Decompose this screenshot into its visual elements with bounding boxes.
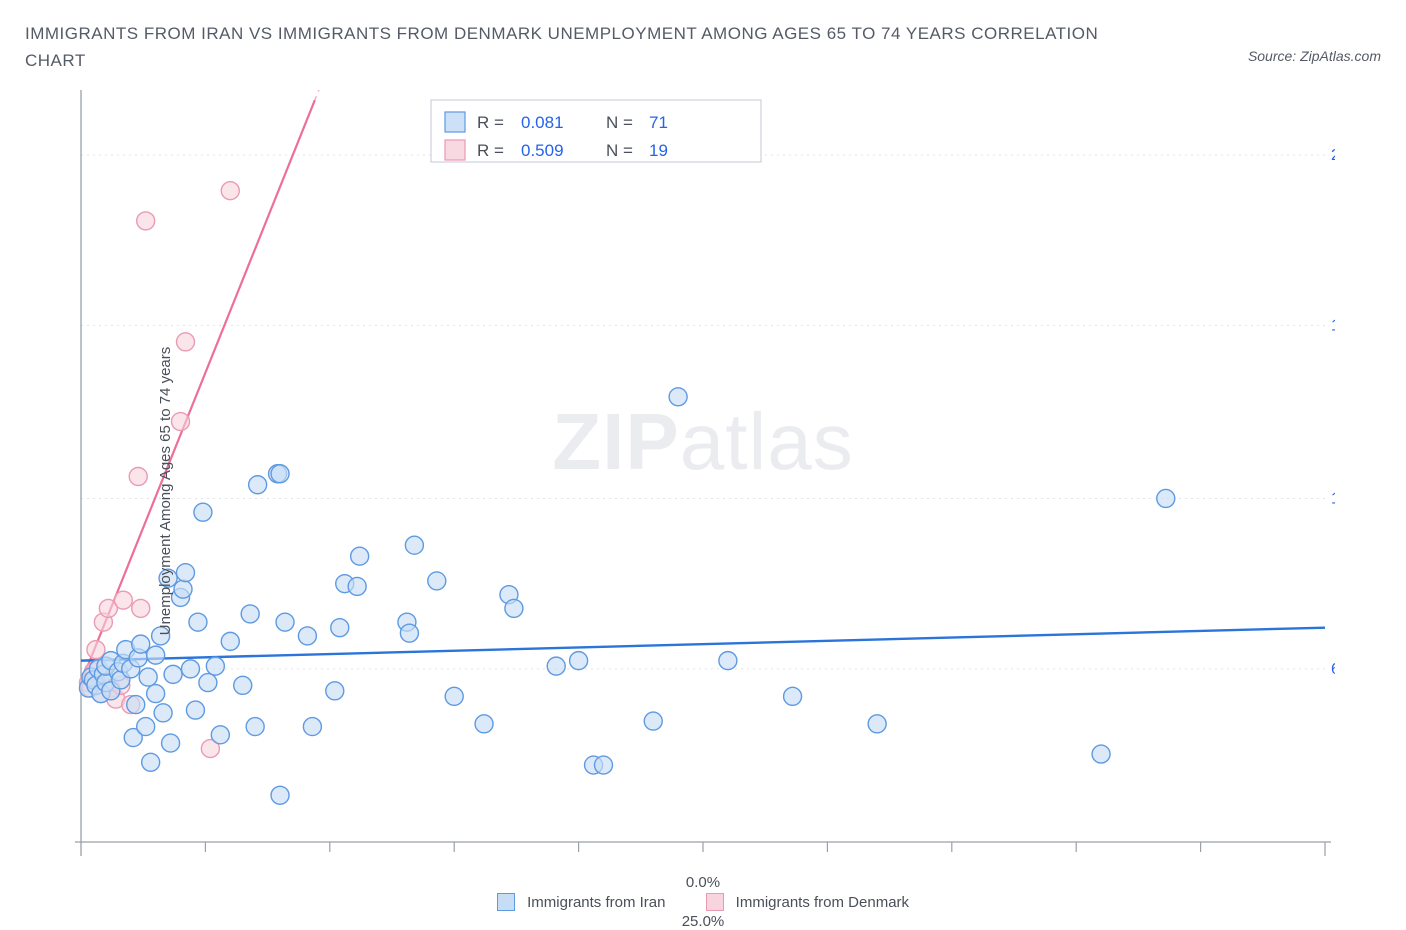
legend-item-iran: Immigrants from Iran (497, 893, 666, 911)
svg-text:R =: R = (477, 113, 504, 132)
x-axis-min-label: 0.0% (25, 874, 1381, 891)
svg-text:N =: N = (606, 113, 633, 132)
y-axis-label: Unemployment Among Ages 65 to 74 years (157, 347, 174, 636)
legend-item-denmark: Immigrants from Denmark (706, 893, 910, 911)
legend-swatch-icon (497, 893, 515, 911)
x-axis-max-label: 25.0% (25, 913, 1381, 930)
svg-text:25.0%: 25.0% (1331, 147, 1335, 164)
svg-text:0.509: 0.509 (521, 141, 564, 160)
scatter-chart: 6.3% 12.5% 18.8% 25.0% R = 0.081 N = 71 R = 0.509… (25, 82, 1335, 872)
svg-text:12.5%: 12.5% (1331, 491, 1335, 508)
svg-text:6.3%: 6.3% (1331, 661, 1335, 678)
svg-text:71: 71 (649, 113, 668, 132)
svg-text:R =: R = (477, 141, 504, 160)
svg-text:N =: N = (606, 141, 633, 160)
chart-container: Unemployment Among Ages 65 to 74 years Z… (25, 82, 1381, 900)
svg-text:18.8%: 18.8% (1331, 318, 1335, 335)
legend-swatch-icon (706, 893, 724, 911)
series-legend: Immigrants from Iran Immigrants from Den… (25, 893, 1381, 911)
svg-text:19: 19 (649, 141, 668, 160)
svg-text:0.081: 0.081 (521, 113, 564, 132)
chart-title: IMMIGRANTS FROM IRAN VS IMMIGRANTS FROM … (25, 20, 1125, 74)
source-attribution: Source: ZipAtlas.com (1248, 48, 1381, 64)
